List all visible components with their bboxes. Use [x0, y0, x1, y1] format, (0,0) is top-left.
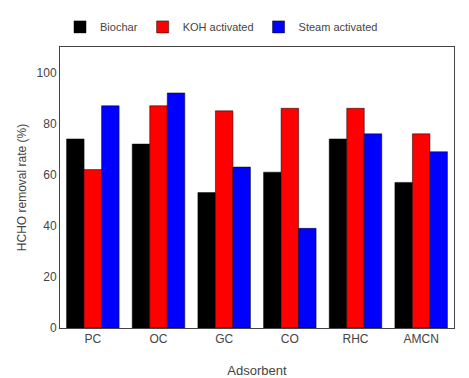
svg-text:20: 20: [43, 270, 57, 284]
svg-text:100: 100: [37, 66, 57, 80]
svg-text:OC: OC: [150, 332, 168, 346]
svg-text:RHC: RHC: [343, 332, 369, 346]
svg-text:PC: PC: [84, 332, 101, 346]
svg-text:Steam activated: Steam activated: [299, 21, 378, 33]
svg-text:60: 60: [43, 168, 57, 182]
svg-text:0: 0: [50, 321, 57, 335]
svg-text:Adsorbent: Adsorbent: [227, 363, 287, 378]
svg-text:40: 40: [43, 219, 57, 233]
svg-text:GC: GC: [215, 332, 233, 346]
svg-text:80: 80: [43, 117, 57, 131]
svg-text:KOH activated: KOH activated: [183, 21, 254, 33]
svg-text:HCHO removal rate (%): HCHO removal rate (%): [15, 124, 29, 251]
svg-text:Biochar: Biochar: [100, 21, 138, 33]
svg-text:CO: CO: [281, 332, 299, 346]
svg-text:AMCN: AMCN: [403, 332, 438, 346]
